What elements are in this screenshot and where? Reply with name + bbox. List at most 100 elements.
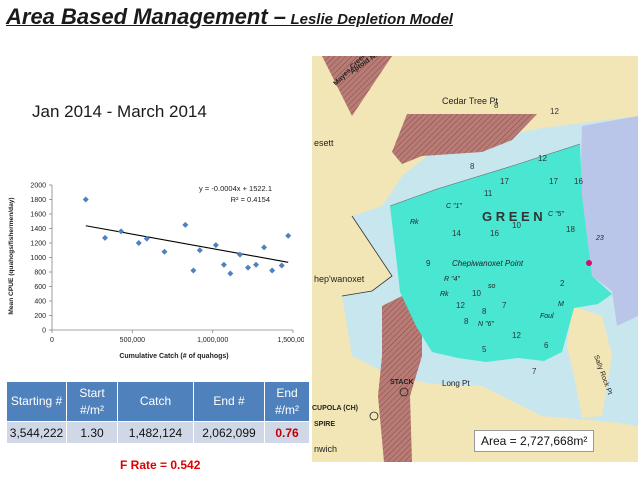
map-depths: 8 12 12 17 16 17 8 11 10 16 18 14 12 10 7 12 6 7 5 9 8 8 2 xyxy=(426,101,583,376)
map-depth-label: 6 xyxy=(544,341,549,350)
map-zone-border xyxy=(389,143,581,207)
y-tick-label: 2000 xyxy=(30,183,46,190)
data-point xyxy=(118,228,125,235)
chart-axes xyxy=(51,185,293,331)
x-axis-label: Cumulative Catch (# of quahogs) xyxy=(119,353,228,360)
x-tick-label: 1,000,000 xyxy=(197,337,228,344)
cell-starting: 3,544,222 xyxy=(6,421,67,444)
y-tick-label: 400 xyxy=(34,299,46,306)
map-marker-label: so xyxy=(488,283,496,290)
header-catch: Catch xyxy=(117,381,194,422)
data-point xyxy=(278,262,285,269)
area-label: Area = 2,727,668m² xyxy=(474,430,595,452)
map-markers: C "1" C "5" N "6" R "4" Rk Rk so M 23 xyxy=(410,203,604,328)
chart-ticks: 0 200 400 600 800 1000 1200 1400 1600 1800 2000 0 50… xyxy=(30,183,304,345)
title-main: Area Based Management – xyxy=(6,4,286,29)
data-point xyxy=(190,267,197,274)
y-tick-label: 200 xyxy=(34,313,46,320)
map-depth-label: 8 xyxy=(482,307,487,316)
y-tick-label: 1400 xyxy=(30,226,46,233)
x-tick-label: 0 xyxy=(50,337,54,344)
data-point xyxy=(196,247,203,254)
map-label-nwich: nwich xyxy=(314,444,337,454)
map-label-cupola: CUPOLA (CH) xyxy=(312,405,358,412)
map-shoreline xyxy=(341,215,393,297)
map-label-chepi: Chepiwanoxet Point xyxy=(452,259,524,268)
map-depth-label: 12 xyxy=(512,331,521,340)
data-point xyxy=(161,248,168,255)
map-label-foul: Foul xyxy=(540,313,554,320)
data-points xyxy=(82,196,292,277)
map-marker-label: M xyxy=(558,301,564,308)
map-marker-label: Rk xyxy=(440,291,449,298)
map-depth-label: 7 xyxy=(532,367,537,376)
data-point xyxy=(269,267,276,274)
map-depth-label: 7 xyxy=(502,301,507,310)
depletion-chart: 0 200 400 600 800 1000 1200 1400 1600 1800 2000 0 50… xyxy=(8,183,304,361)
map-marker-label: 23 xyxy=(595,235,604,242)
map-marker-label: C "1" xyxy=(446,203,462,210)
data-point xyxy=(135,240,142,246)
header-end: End # xyxy=(193,381,265,422)
map-marker-label: N "6" xyxy=(478,321,494,328)
data-point xyxy=(102,234,109,241)
map-depth-label: 14 xyxy=(452,229,461,238)
map-label-hep: hep'wanoxet xyxy=(314,274,365,284)
map-label-green: G R E E N xyxy=(482,209,543,224)
header-end-density: End #/m² xyxy=(264,381,310,422)
map-depth-label: 10 xyxy=(472,289,481,298)
map-depth-label: 11 xyxy=(484,189,493,198)
data-point xyxy=(285,232,292,239)
trend-r2: R² = 0.4154 xyxy=(231,195,270,204)
map-depth-label: 8 xyxy=(470,162,475,171)
data-point xyxy=(220,261,227,268)
map-label-spire: SPIRE xyxy=(314,421,335,428)
trend-equation: y = -0.0004x + 1522.1 xyxy=(199,184,272,193)
map-depth-label: 8 xyxy=(464,317,469,326)
y-tick-label: 1800 xyxy=(30,197,46,204)
cell-end: 2,062,099 xyxy=(193,421,265,444)
data-point xyxy=(261,244,268,251)
y-tick-label: 800 xyxy=(34,270,46,277)
map-depth-label: 12 xyxy=(456,301,465,310)
map-depth-label: 10 xyxy=(512,221,521,230)
table-header-row: Starting # Start #/m² Catch End # End #/… xyxy=(6,381,310,422)
header-start-density: Start #/m² xyxy=(66,381,118,422)
y-tick-label: 600 xyxy=(34,284,46,291)
trend-line-group xyxy=(85,225,289,263)
title-sub: Leslie Depletion Model xyxy=(290,11,453,28)
map-depth-label: 16 xyxy=(490,229,499,238)
map-marker-label: C "5" xyxy=(548,211,564,218)
table-row: 3,544,222 1.30 1,482,124 2,062,099 0.76 xyxy=(6,421,310,444)
map-depth-label: 5 xyxy=(482,345,487,354)
y-tick-label: 1600 xyxy=(30,212,46,219)
header-starting: Starting # xyxy=(6,381,67,422)
map-marker-label: R "4" xyxy=(444,276,460,283)
map-depth-label: 9 xyxy=(426,259,431,268)
map-depth-label: 12 xyxy=(538,154,547,163)
f-rate: F Rate = 0.542 xyxy=(120,458,201,472)
nautical-map: Cedar Tree Pt Chepiwanoxet Point Long Pt… xyxy=(312,56,638,462)
data-point xyxy=(236,251,243,258)
map-depth-label: 17 xyxy=(500,177,509,186)
map-depth-label: 16 xyxy=(574,177,583,186)
data-point xyxy=(82,196,89,203)
data-point xyxy=(212,242,219,249)
y-axis-label: Mean CPUE (quahogs/fishermen/day) xyxy=(8,197,15,314)
map-depth-label: 18 xyxy=(566,225,575,234)
cell-start-density: 1.30 xyxy=(66,421,118,444)
map-marker-label: Rk xyxy=(410,219,419,226)
trend-line xyxy=(85,225,289,263)
data-point xyxy=(143,235,150,242)
map-land-southeast xyxy=(567,306,612,418)
cell-catch: 1,482,124 xyxy=(117,421,194,444)
map-buoy xyxy=(586,260,592,266)
map-stack-symbol xyxy=(399,387,409,397)
map-label-cedar: Cedar Tree Pt xyxy=(442,96,499,106)
map-hatch-north xyxy=(322,56,392,116)
y-tick-label: 1200 xyxy=(30,241,46,248)
data-point xyxy=(245,264,252,271)
x-tick-label: 500,000 xyxy=(120,337,145,344)
data-point xyxy=(253,261,260,268)
period-label: Jan 2014 - March 2014 xyxy=(32,102,207,121)
